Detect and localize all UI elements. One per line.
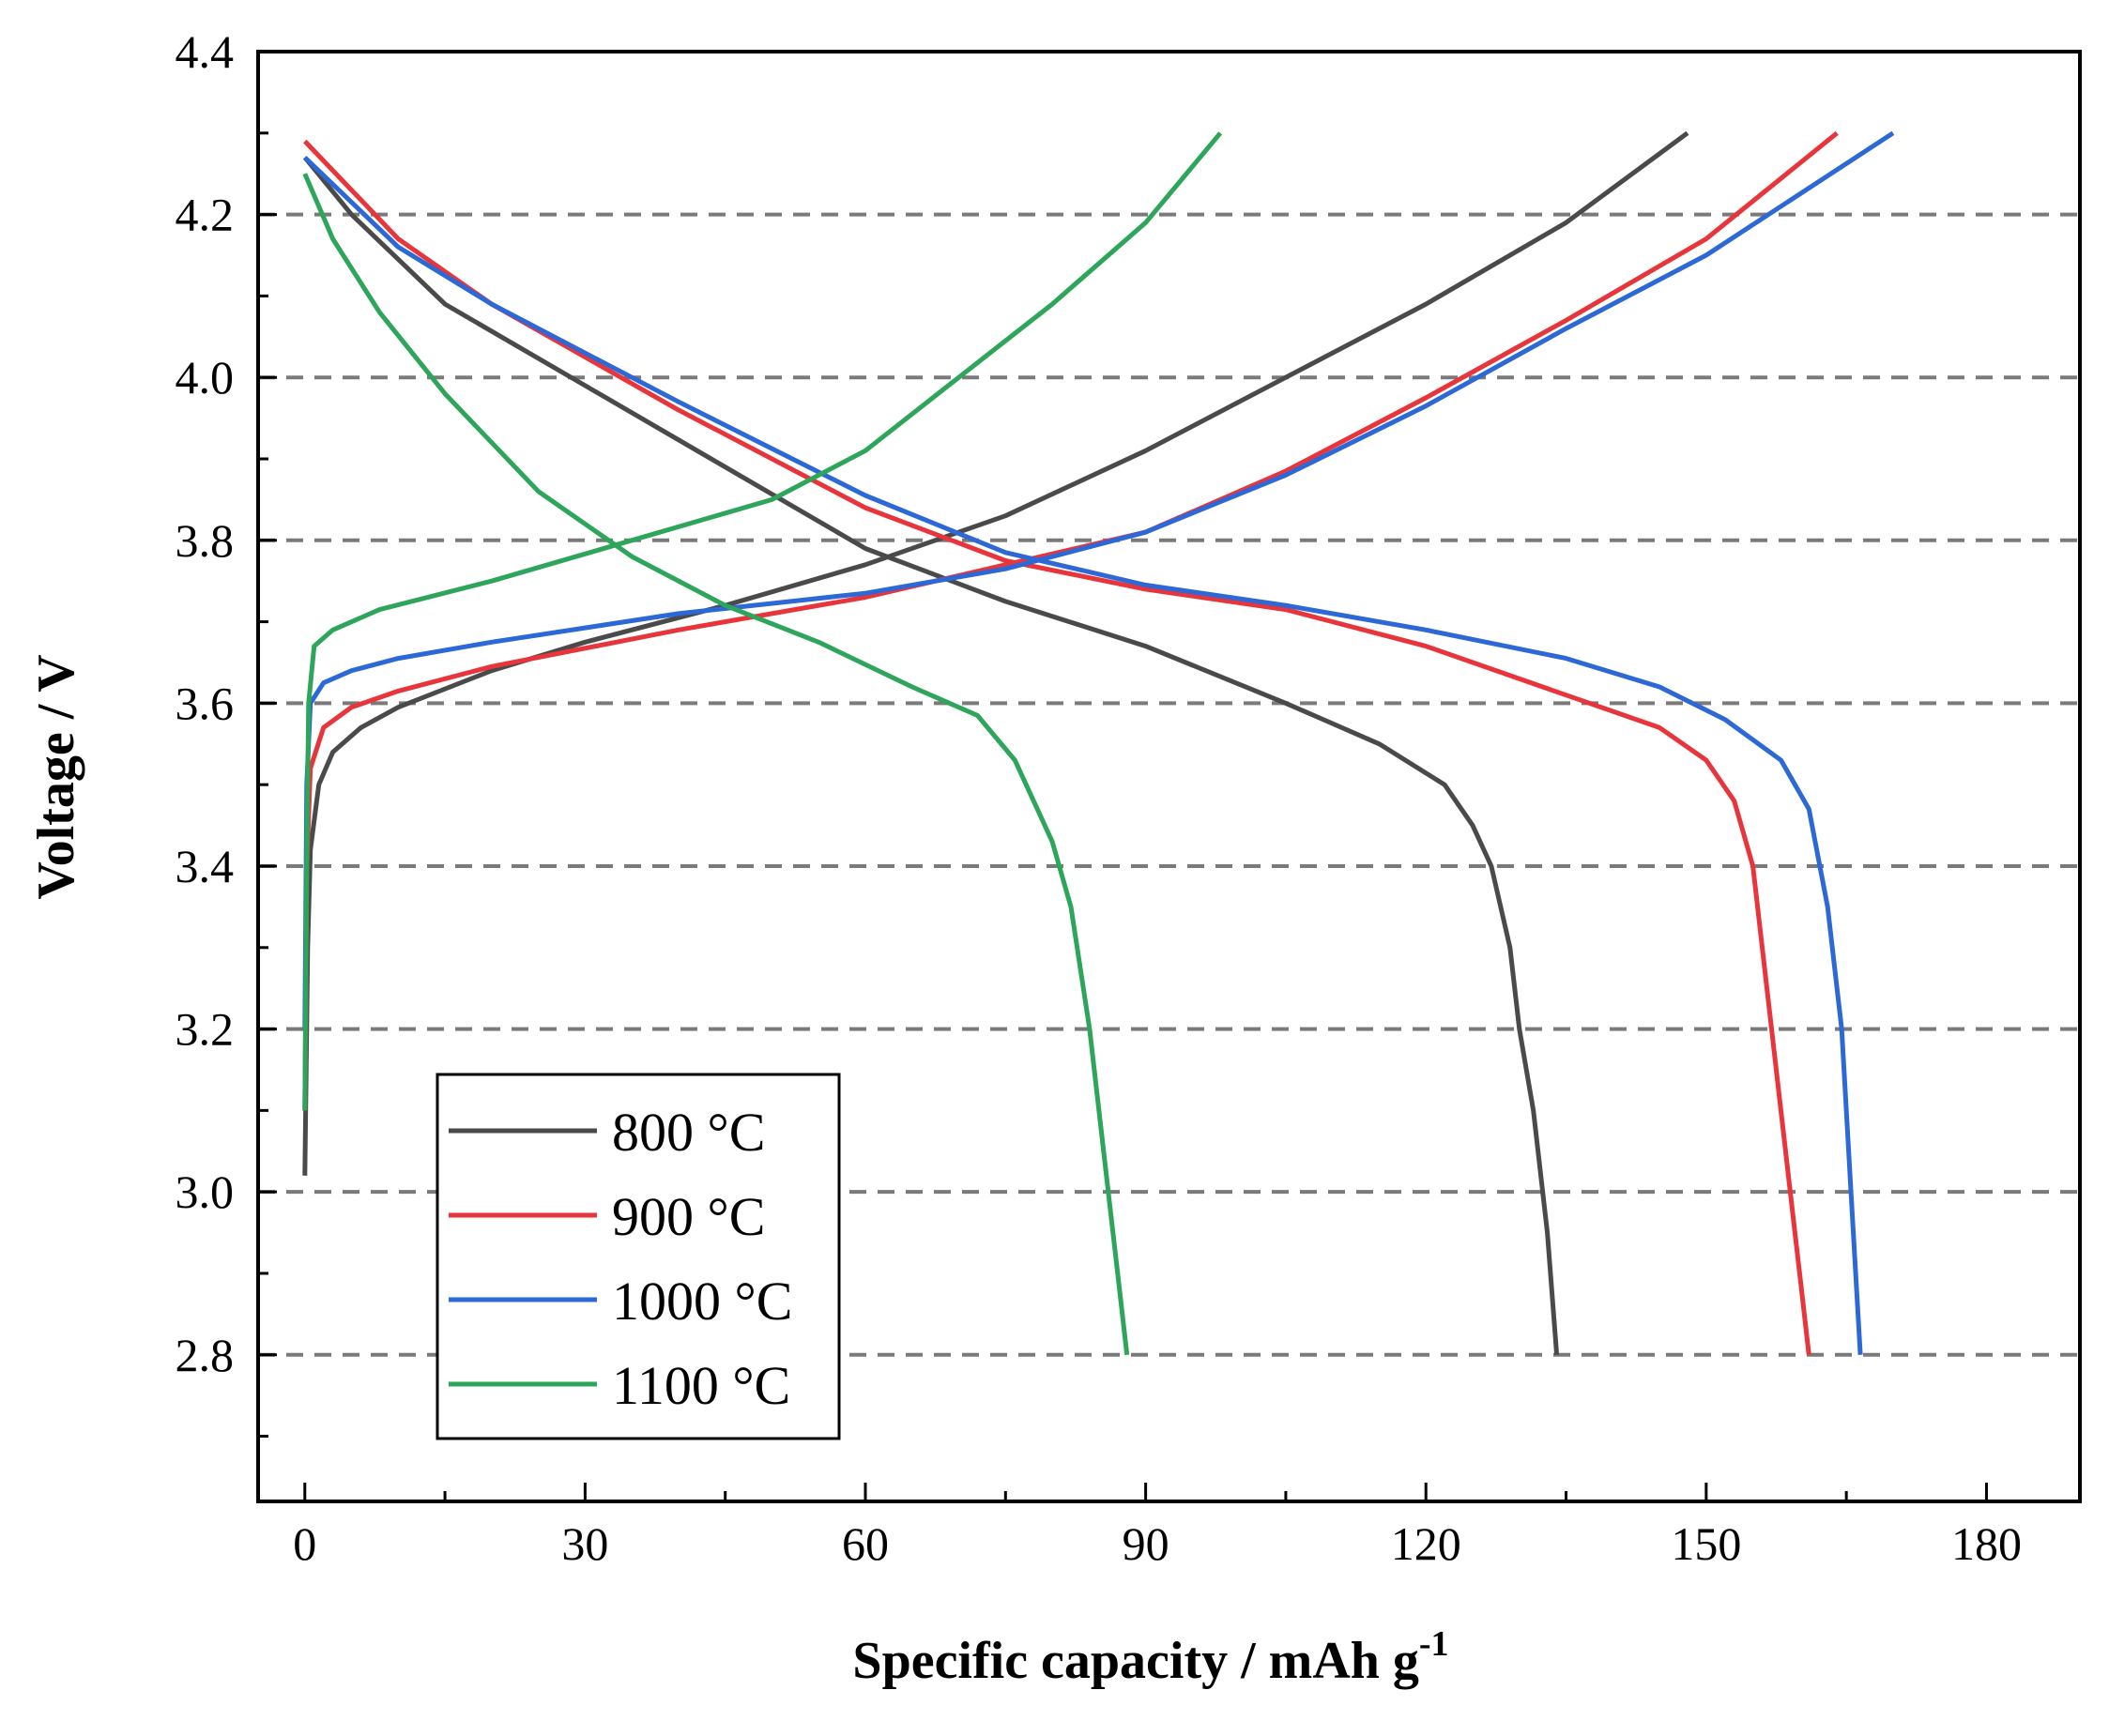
y-tick-label: 3.8 — [176, 514, 235, 567]
x-axis-title-superscript: -1 — [1419, 1624, 1449, 1664]
x-tick-label: 150 — [1671, 1517, 1741, 1570]
y-tick-label: 2.8 — [176, 1329, 235, 1381]
series-1100c-discharge-line — [302, 173, 1130, 1356]
series-1100c-charge-line — [302, 131, 1223, 1111]
y-tick-label: 3.6 — [176, 677, 235, 729]
gridlines — [258, 212, 2080, 1357]
series-900c-charge-line — [302, 130, 1839, 1111]
series-1000c-discharge-line — [303, 155, 1863, 1355]
axis-tick-labels: 0 30 60 90 120 150 180 2.8 3.0 3.2 3.4 3.6 3.8 4.0 4.2… — [176, 25, 2022, 1570]
series-1000c-charge-line — [302, 130, 1895, 1029]
y-tick-label: 4.2 — [176, 189, 235, 241]
x-tick-label: 180 — [1951, 1517, 2022, 1570]
axis-ticks — [258, 50, 1988, 1501]
y-tick-label: 3.2 — [176, 1003, 235, 1056]
y-tick-label: 3.4 — [176, 840, 235, 892]
legend-label-900c: 900 °C — [612, 1186, 765, 1247]
x-tick-label: 0 — [293, 1517, 316, 1570]
series-800c-charge-line — [302, 130, 1689, 1176]
x-tick-label: 90 — [1123, 1517, 1169, 1570]
x-tick-label: 30 — [561, 1517, 608, 1570]
y-tick-label: 4.4 — [176, 25, 235, 78]
legend-box — [436, 1073, 841, 1440]
x-tick-label: 60 — [842, 1517, 889, 1570]
x-axis-title: Specific capacity / mAh g-1 — [852, 1624, 1448, 1690]
legend-label-1100c: 1100 °C — [612, 1355, 790, 1416]
y-tick-label: 4.0 — [176, 351, 235, 404]
y-tick-label: 3.0 — [176, 1165, 235, 1218]
legend-entries: 800 °C 900 °C 1000 °C 1100 °C — [449, 1102, 792, 1416]
y-axis-title: Voltage / V — [27, 654, 85, 899]
x-tick-label: 120 — [1391, 1517, 1461, 1570]
plot-frame — [256, 50, 2082, 1503]
legend: 800 °C 900 °C 1000 °C 1100 °C — [436, 1073, 841, 1440]
series-900c-discharge-line — [302, 139, 1811, 1356]
series-800c-discharge-line — [302, 156, 1560, 1355]
series-lines — [302, 130, 1895, 1356]
legend-label-800c: 800 °C — [612, 1102, 765, 1163]
legend-label-1000c: 1000 °C — [612, 1271, 792, 1332]
x-axis-title-main: Specific capacity / mAh g — [852, 1632, 1418, 1690]
